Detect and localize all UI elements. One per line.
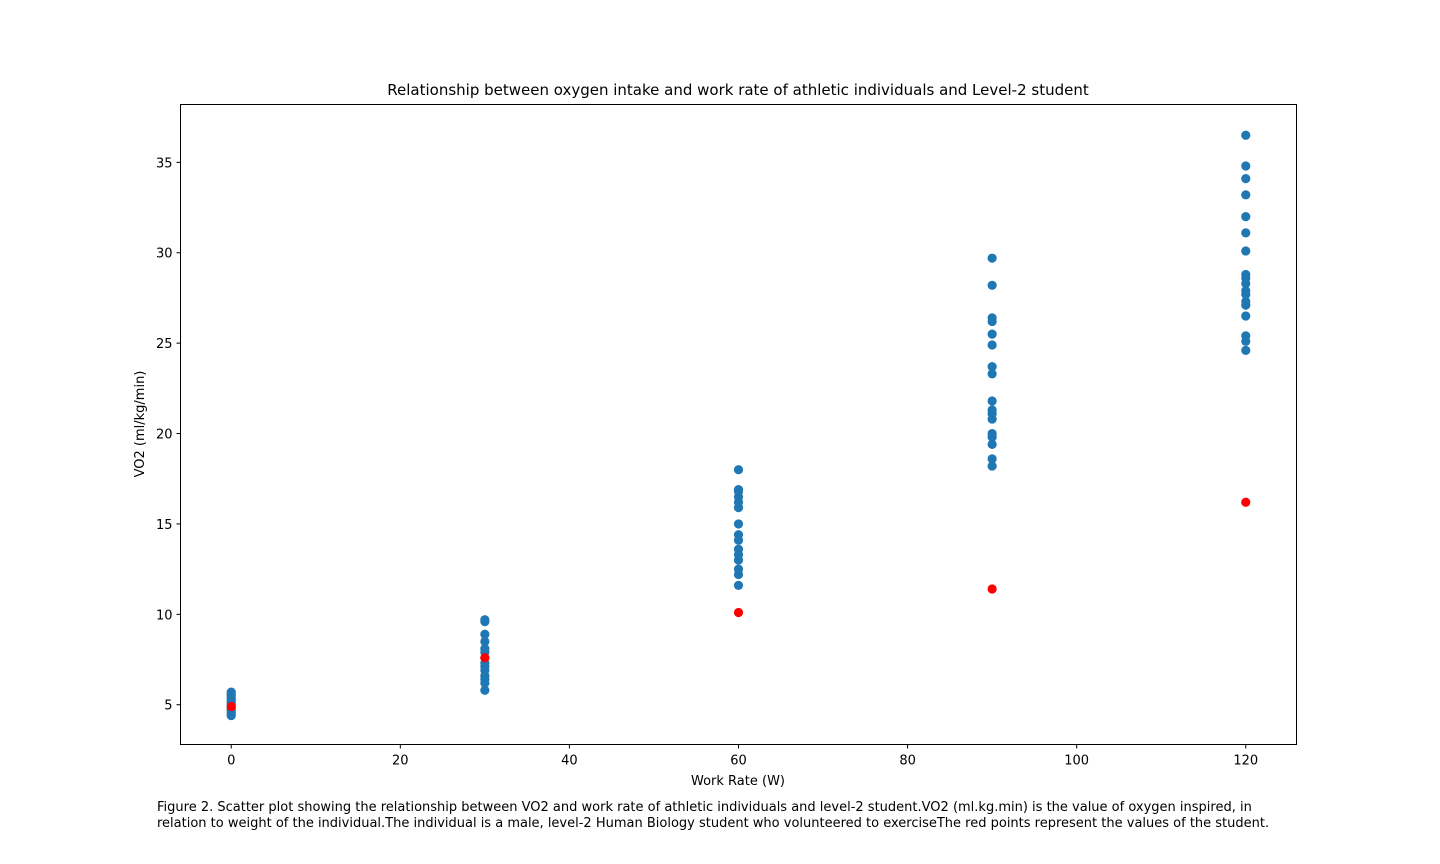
athlete-point [987, 428, 997, 439]
athlete-point [987, 280, 997, 290]
athlete-point [1241, 269, 1251, 280]
athlete-point [987, 369, 997, 379]
athlete-point [987, 454, 997, 464]
athlete-point [1241, 211, 1251, 222]
chart-title: Relationship between oxygen intake and w… [387, 81, 1089, 99]
x-tick-label: 40 [561, 754, 578, 769]
athlete-point [1241, 190, 1251, 200]
athlete-point [1241, 246, 1251, 256]
athlete-point [987, 253, 997, 263]
x-tick-label: 20 [392, 754, 409, 769]
athlete-point [987, 340, 997, 350]
y-tick-label: 35 [156, 156, 173, 171]
y-axis: 5 10 15 20 25 30 35 [156, 156, 181, 714]
athlete-point [987, 362, 997, 372]
athlete-point [987, 313, 997, 323]
x-axis-label: Work Rate (W) [691, 774, 785, 789]
athlete-point [1241, 130, 1251, 140]
student-point [226, 701, 236, 712]
athlete-points [226, 130, 1251, 721]
athlete-point [480, 685, 490, 695]
x-tick-label: 80 [899, 754, 916, 769]
athlete-point [1241, 228, 1251, 238]
y-tick-label: 5 [164, 699, 172, 714]
plot-area-frame [180, 104, 1297, 745]
athlete-point [1241, 286, 1251, 296]
x-tick-label: 0 [227, 754, 235, 769]
y-tick-label: 20 [156, 428, 173, 443]
athlete-point [480, 629, 490, 639]
y-tick-label: 15 [156, 518, 173, 533]
athlete-point [226, 687, 236, 697]
x-axis: 0 20 40 60 80 100 120 [227, 744, 1258, 769]
x-tick-label: 60 [730, 754, 747, 769]
athlete-point [733, 465, 744, 475]
student-point [733, 607, 744, 618]
athlete-point [1241, 311, 1251, 321]
y-tick-label: 10 [156, 608, 173, 623]
data-points [226, 130, 1251, 721]
y-tick-label: 30 [156, 247, 173, 262]
caption-line-2: relation to weight of the individual.The… [157, 816, 1270, 831]
athlete-point [733, 564, 744, 574]
student-point [480, 653, 490, 663]
athlete-point [733, 484, 744, 495]
student-point [1241, 497, 1251, 507]
athlete-point [733, 530, 744, 540]
athlete-point [480, 636, 490, 647]
athlete-point [987, 461, 997, 471]
y-axis-label: VO2 (ml/kg/min) [133, 371, 148, 478]
athlete-point [733, 580, 744, 591]
athlete-point [733, 544, 744, 554]
athlete-point [733, 519, 744, 529]
athlete-point [1241, 331, 1251, 341]
athlete-point [987, 439, 997, 449]
x-tick-label: 120 [1233, 754, 1258, 769]
student-points [226, 497, 1251, 712]
y-tick-label: 25 [156, 337, 173, 352]
athlete-point [987, 329, 997, 339]
athlete-point [1241, 161, 1251, 171]
athlete-point [987, 405, 997, 415]
figure-caption: Figure 2. Scatter plot showing the relat… [157, 800, 1417, 832]
x-tick-label: 100 [1064, 754, 1089, 769]
caption-line-1: Figure 2. Scatter plot showing the relat… [157, 800, 1252, 815]
athlete-point [1241, 174, 1251, 184]
athlete-point [1241, 296, 1251, 307]
athlete-point [480, 615, 490, 625]
athlete-point [1241, 345, 1251, 355]
student-point [987, 584, 997, 594]
athlete-point [987, 396, 997, 406]
athlete-point [480, 644, 490, 654]
